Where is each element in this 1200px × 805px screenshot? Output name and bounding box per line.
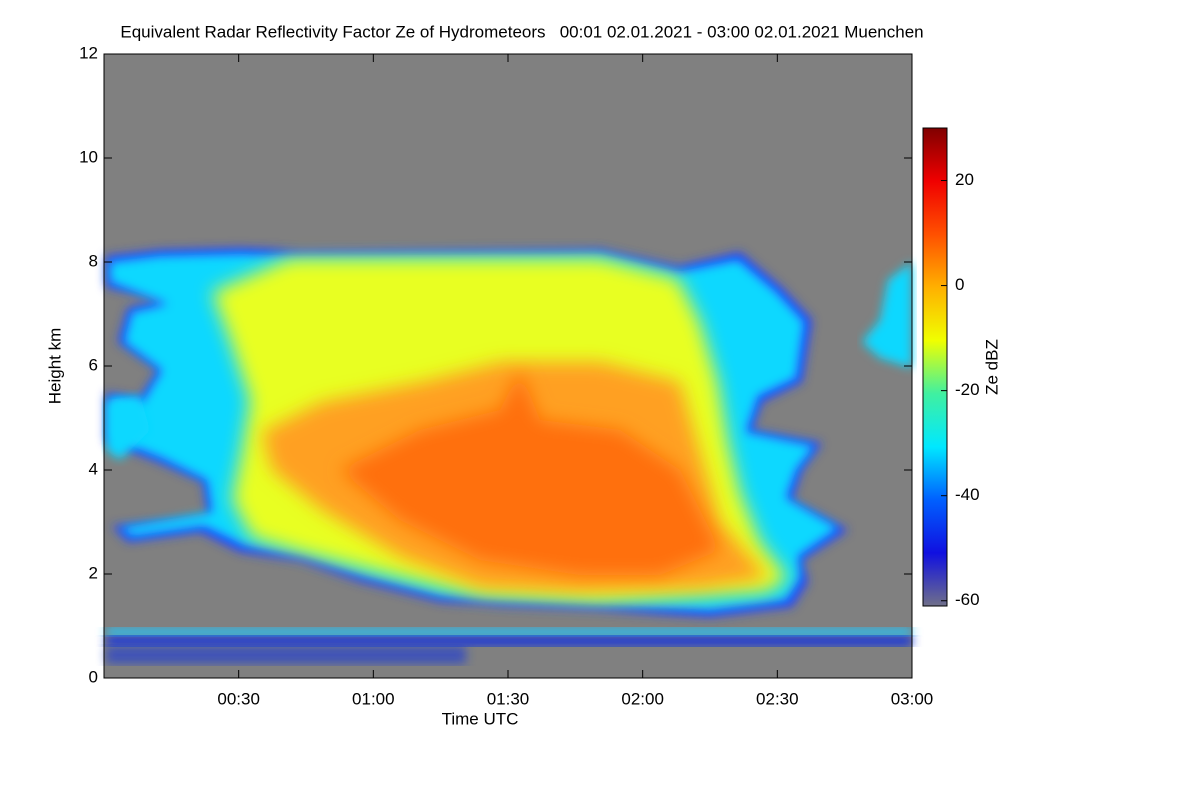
y-tick-label: 12	[79, 43, 98, 62]
colorbar-tick-label: 20	[955, 170, 974, 189]
x-tick-label: 00:30	[217, 689, 260, 708]
y-axis-label: Height km	[45, 328, 64, 405]
y-tick-label: 0	[89, 667, 98, 686]
y-tick-label: 10	[79, 147, 98, 166]
ticks	[104, 53, 947, 679]
colorbar-label: Ze dBZ	[982, 339, 1001, 395]
radar-echo	[106, 248, 912, 664]
x-tick-label: 02:00	[621, 689, 664, 708]
x-tick-label: 01:30	[487, 689, 530, 708]
x-tick-label: 03:00	[891, 689, 934, 708]
x-axis-label: Time UTC	[442, 709, 519, 728]
y-tick-label: 2	[89, 563, 98, 582]
y-tick-label: 8	[89, 251, 98, 270]
colorbar-tick-label: 0	[955, 275, 964, 294]
colorbar-tick-label: -60	[955, 590, 980, 609]
colorbar	[922, 127, 948, 607]
colorbar-tick-label: -40	[955, 485, 980, 504]
y-tick-label: 4	[89, 459, 98, 478]
x-tick-label: 02:30	[756, 689, 799, 708]
y-tick-label: 6	[89, 355, 98, 374]
chart-title: Equivalent Radar Reflectivity Factor Ze …	[120, 22, 923, 41]
x-tick-label: 01:00	[352, 689, 395, 708]
colorbar-tick-label: -20	[955, 380, 980, 399]
